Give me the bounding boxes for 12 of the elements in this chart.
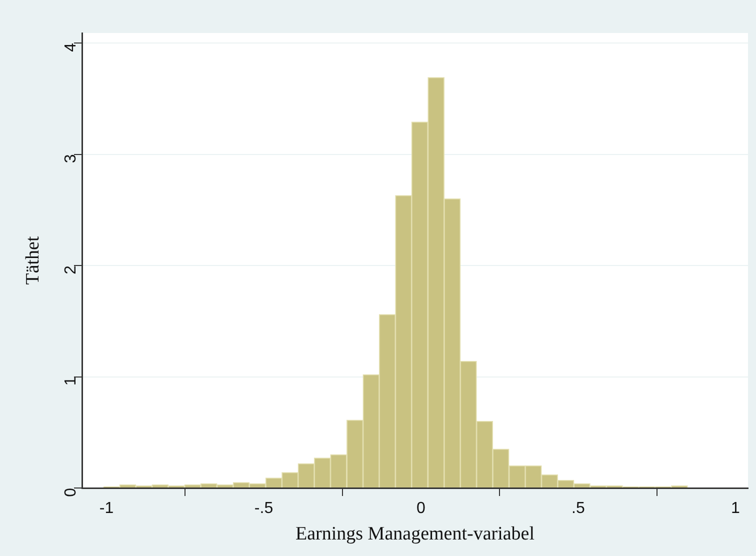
y-tick-label: 0 [62,488,80,497]
y-tick-label: 1 [62,376,80,386]
x-tick-label: -.5 [254,500,274,518]
y-tick-label: 3 [62,154,80,164]
x-tick-label: .5 [572,500,585,518]
x-axis-title: Earnings Management-variabel [296,524,534,545]
y-tick-label: 4 [62,42,80,52]
y-tick-label: 2 [62,265,80,274]
x-tick-label: -1 [99,500,114,518]
y-axis-title: Täthet [22,236,44,285]
x-tick-label: 1 [730,500,740,518]
x-tick-label: 0 [416,500,426,518]
